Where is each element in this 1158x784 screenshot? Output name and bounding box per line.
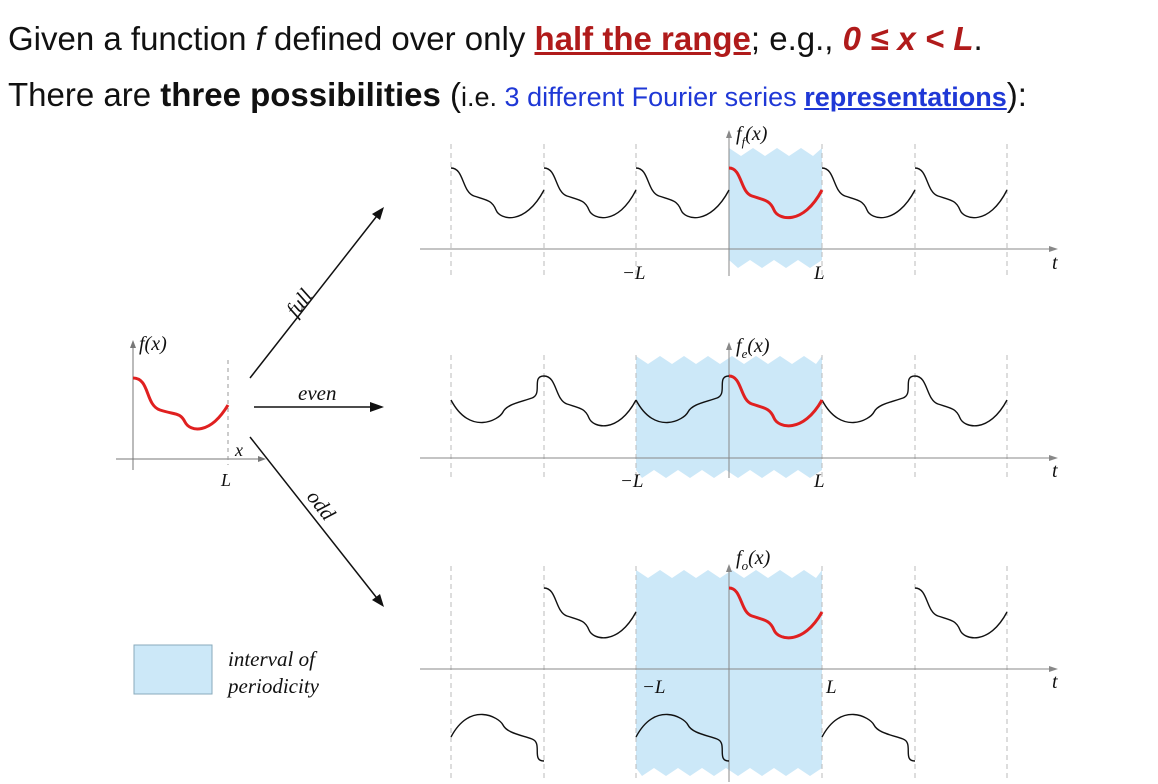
curve xyxy=(914,587,1008,639)
text: defined over only xyxy=(264,20,535,57)
even-label: even xyxy=(298,381,336,405)
representations-link: representations xyxy=(804,82,1007,112)
text: Given a function xyxy=(8,20,256,57)
fourier-text: 3 different Fourier series xyxy=(504,82,805,112)
ie-text: i.e. xyxy=(461,82,505,112)
odd-arrowhead xyxy=(372,594,384,607)
odd-ylabel: fo(x) xyxy=(736,547,771,573)
full-ylabel: ff(x) xyxy=(736,123,768,149)
text: ): xyxy=(1006,76,1027,113)
header-line-2: There are three possibilities (i.e. 3 di… xyxy=(8,76,1027,114)
even-neg-L: −L xyxy=(620,471,643,492)
odd-label: odd xyxy=(302,485,341,525)
even-t-label: t xyxy=(1052,460,1058,482)
curve xyxy=(450,375,545,424)
header-line-1: Given a function f defined over only hal… xyxy=(8,20,983,58)
legend-swatch xyxy=(133,644,213,695)
source-L-tick: L xyxy=(220,470,231,490)
range-math: 0 ≤ x < L xyxy=(842,20,974,57)
even-ylabel: fe(x) xyxy=(736,335,770,361)
curve xyxy=(914,375,1008,427)
function-symbol: f xyxy=(255,20,265,57)
even-periodic-curves xyxy=(450,375,1008,427)
even-pos-L: L xyxy=(813,471,825,492)
curve xyxy=(543,167,637,219)
text: . xyxy=(973,20,983,57)
curve xyxy=(821,167,916,219)
curve xyxy=(450,167,545,219)
odd-y-arrow xyxy=(726,564,732,572)
curve xyxy=(450,713,545,762)
curve xyxy=(543,375,637,427)
text: ; e.g., xyxy=(750,20,843,57)
full-y-arrow xyxy=(726,130,732,138)
source-x-arrow xyxy=(258,456,266,462)
odd-t-label: t xyxy=(1052,671,1058,693)
full-t-label: t xyxy=(1052,252,1058,274)
source-y-arrow xyxy=(130,340,136,348)
curve xyxy=(635,375,730,424)
arrows: full even odd xyxy=(249,207,384,607)
curve xyxy=(914,167,1008,219)
full-pos-L: L xyxy=(813,263,825,284)
full-t-arrow xyxy=(1049,246,1058,252)
odd-periodic-curves xyxy=(450,587,1008,762)
even-y-arrow xyxy=(726,342,732,350)
full-periodic-curves xyxy=(450,167,1008,219)
curve xyxy=(821,713,916,762)
full-label: full xyxy=(281,284,317,321)
full-highlight-curve xyxy=(728,166,824,220)
half-range-highlight: half the range xyxy=(534,20,751,57)
text: ( xyxy=(440,76,462,113)
panel-odd: fo(x) −L L t xyxy=(420,547,1058,782)
curve xyxy=(821,375,916,424)
legend-line-2: periodicity xyxy=(226,674,320,698)
source-ylabel: f(x) xyxy=(139,333,167,355)
even-arrowhead xyxy=(370,402,384,412)
full-interval-band xyxy=(729,148,822,268)
panel-full: ff(x) −L L t xyxy=(420,123,1058,284)
source-curve xyxy=(132,376,230,431)
even-highlight-curve xyxy=(728,374,824,428)
full-arrow-line xyxy=(249,211,381,379)
odd-arrow-line xyxy=(249,436,381,603)
even-t-arrow xyxy=(1049,455,1058,461)
curve xyxy=(635,167,730,219)
legend-line-1: interval of xyxy=(228,647,318,671)
source-xlabel: x xyxy=(234,440,243,460)
three-possibilities: three possibilities xyxy=(160,76,441,113)
odd-neg-L: −L xyxy=(642,677,665,698)
full-neg-L: −L xyxy=(622,263,645,284)
odd-highlight-curve xyxy=(728,586,824,640)
curve xyxy=(635,713,730,762)
text: There are xyxy=(8,76,161,113)
legend: interval of periodicity xyxy=(133,644,320,698)
panel-even: fe(x) −L L t xyxy=(420,335,1058,492)
odd-pos-L: L xyxy=(825,677,837,698)
curve xyxy=(543,587,637,639)
source-plot: f(x) x L xyxy=(116,333,266,490)
odd-t-arrow xyxy=(1049,666,1058,672)
full-arrowhead xyxy=(372,207,384,220)
